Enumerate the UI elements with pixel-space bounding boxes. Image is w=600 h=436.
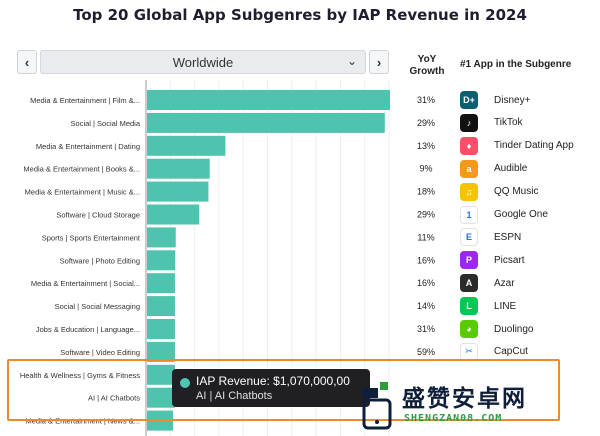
yoy-header-line2: Growth	[409, 66, 445, 77]
category-label: Software | Photo Editing	[60, 256, 140, 265]
category-label: Software | Video Editing	[60, 348, 140, 357]
picsart-icon: P	[460, 251, 478, 270]
bar[interactable]	[147, 364, 175, 385]
top-app-name: ESPN	[494, 231, 522, 243]
top-app-item[interactable]: ♫ QQ Music	[460, 182, 539, 201]
top-app-item[interactable]: ♦ Tinder Dating App	[460, 136, 574, 155]
espn-icon: E	[460, 228, 478, 247]
duolingo-icon: ◕	[460, 320, 478, 338]
bar[interactable]	[147, 387, 175, 408]
top-app-name: Audible	[494, 163, 528, 175]
bar[interactable]	[147, 90, 390, 110]
category-label: Health & Wellness | Gyms & Fitness	[20, 371, 140, 380]
top-app-name: QQ Music	[494, 186, 539, 198]
top-app-item[interactable]: P Picsart	[460, 251, 525, 270]
category-label: Social | Social Media	[71, 119, 141, 128]
next-region-button[interactable]: ›	[369, 50, 389, 74]
yoy-growth-value: 16%	[417, 278, 435, 288]
azar-icon: A	[460, 274, 478, 293]
chevron-down-icon: ⌄	[346, 54, 357, 68]
yoy-growth-value: 11%	[417, 232, 434, 242]
tiktok-icon: ♪	[460, 113, 478, 132]
category-label: Jobs & Education | Language...	[36, 325, 140, 334]
bar[interactable]	[147, 204, 200, 225]
chevron-left-icon: ‹	[24, 54, 30, 70]
top-app-item[interactable]: a Audible	[460, 159, 528, 178]
category-label: Sports | Sports Entertainment	[42, 233, 141, 242]
top-app-item[interactable]: 1 Google One	[460, 205, 548, 224]
tooltip-series-dot	[180, 378, 190, 388]
highlight-box	[7, 359, 560, 421]
yoy-growth-value: 13%	[417, 141, 435, 151]
yoy-growth-value: 14%	[417, 301, 435, 311]
category-label: Media & Entertainment | Dating	[36, 142, 140, 151]
top-app-name: Google One	[494, 209, 548, 220]
top-app-item[interactable]: D+ Disney+	[460, 91, 530, 109]
bar[interactable]	[147, 227, 176, 248]
category-label: AI | AI Chatbots	[88, 394, 140, 403]
top-app-name: LINE	[494, 300, 517, 312]
yoy-growth-value: 31%	[417, 324, 435, 334]
watermark-english: SHENGZAN08.COM	[404, 413, 503, 424]
category-label: Media & Entertainment | Books &...	[23, 165, 140, 174]
disney-plus-icon: D+	[460, 91, 478, 109]
top-app-item[interactable]: E ESPN	[460, 228, 522, 247]
top-app-name: TikTok	[494, 117, 523, 129]
top-app-name: CapCut	[494, 346, 528, 358]
yoy-growth-value: 9%	[419, 164, 432, 174]
category-label: Media & Entertainment | Social...	[31, 279, 140, 288]
region-dropdown[interactable]: Worldwide ⌄	[40, 50, 366, 74]
yoy-growth-value: 59%	[417, 347, 435, 357]
yoy-growth-value: 18%	[417, 187, 435, 197]
category-label: Media & Entertainment | News &...	[26, 417, 141, 426]
top-app-header: #1 App in the Subgenre	[460, 59, 572, 70]
tooltip-category: AI | AI Chatbots	[196, 390, 273, 402]
yoy-growth-value: 29%	[417, 210, 435, 220]
bar[interactable]	[147, 250, 176, 271]
bar[interactable]	[147, 341, 175, 362]
bar[interactable]	[147, 296, 175, 317]
bar[interactable]	[147, 158, 210, 179]
bar[interactable]	[147, 273, 175, 294]
bar[interactable]	[147, 319, 175, 339]
chart-title: Top 20 Global App Subgenres by IAP Reven…	[73, 6, 527, 24]
prev-region-button[interactable]: ‹	[17, 50, 37, 74]
top-app-name: Duolingo	[494, 323, 534, 335]
bar-chart: Media & Entertainment | Film &... 31% Soci…	[20, 80, 435, 436]
top-app-item[interactable]: ◕ Duolingo	[460, 320, 533, 338]
yoy-growth-value: 29%	[417, 118, 435, 128]
line-icon: L	[460, 297, 478, 316]
google-one-icon: 1	[460, 205, 478, 224]
top-app-item[interactable]: L LINE	[460, 297, 517, 316]
yoy-growth-value: 16%	[417, 255, 435, 265]
category-label: Software | Cloud Storage	[56, 211, 140, 220]
bar[interactable]	[147, 181, 209, 202]
category-label: Media & Entertainment | Music &...	[25, 188, 140, 197]
top-app-name: Disney+	[494, 94, 531, 106]
chart-tooltip: IAP Revenue: $1,070,000,00 AI | AI Chatb…	[172, 369, 370, 407]
audible-icon: a	[460, 159, 478, 178]
phone-logo-icon	[362, 382, 392, 430]
top-app-name: Azar	[494, 277, 515, 289]
qq-music-icon: ♫	[460, 182, 478, 201]
category-label: Media & Entertainment | Film &...	[30, 96, 140, 105]
tinder-icon: ♦	[460, 136, 478, 155]
region-dropdown-value: Worldwide	[172, 54, 234, 70]
yoy-growth-header: YoY Growth	[402, 54, 452, 78]
tooltip-value: IAP Revenue: $1,070,000,00	[196, 374, 350, 388]
top-app-name: Picsart	[494, 254, 525, 266]
top-app-name: Tinder Dating App	[494, 140, 574, 152]
bar[interactable]	[147, 135, 226, 156]
watermark-chinese: 盛赞安卓网	[402, 386, 527, 412]
yoy-growth-value: 31%	[417, 95, 435, 105]
top-app-item[interactable]: A Azar	[460, 274, 515, 293]
bar[interactable]	[147, 112, 385, 133]
chevron-right-icon: ›	[376, 54, 382, 70]
category-label: Social | Social Messaging	[55, 302, 140, 311]
top-app-item[interactable]: ♪ TikTok	[460, 113, 523, 132]
yoy-header-line1: YoY	[417, 54, 437, 65]
